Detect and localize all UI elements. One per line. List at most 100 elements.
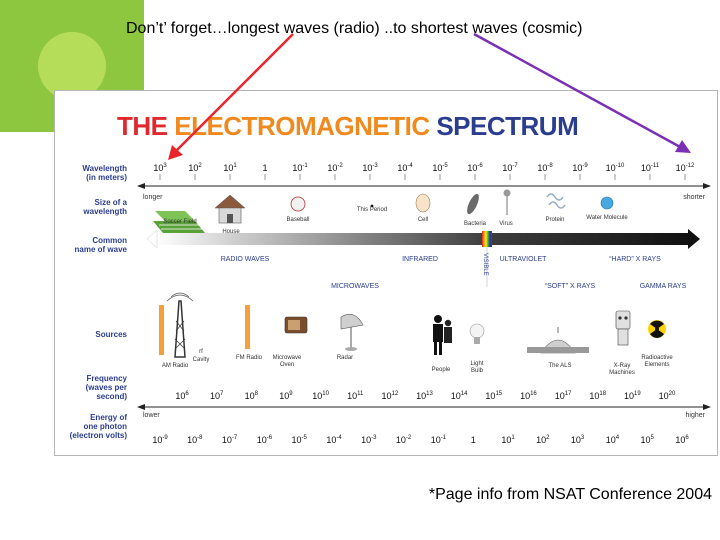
spectrum-panel: THE ELECTROMAGNETIC SPECTRUM Wavelength(… xyxy=(54,90,718,456)
source-label-5: Light Bulb xyxy=(470,361,483,374)
energy-tick-2: 10-7 xyxy=(222,435,238,445)
source-label-1: FM Radio xyxy=(236,355,263,361)
wavelength-tick-0: 103 xyxy=(153,163,167,173)
wavelength-tick-4: 10-1 xyxy=(292,163,308,173)
row-label-energy: Energy of one photon (electron volts) xyxy=(70,413,128,440)
frequency-tick-12: 1018 xyxy=(589,391,606,401)
source-labels: AM Radio FM Radio Microwave Oven Radar People… xyxy=(162,349,674,376)
wavelength-tick-3: 1 xyxy=(262,163,267,173)
energy-tick-3: 10-6 xyxy=(257,435,273,445)
wave-label-soft_xrays: “SOFT” X RAYS xyxy=(545,283,596,290)
energy-tick-6: 10-3 xyxy=(361,435,377,445)
source-fragment-0: rf xyxy=(199,349,203,355)
wavelength-tick-1: 102 xyxy=(188,163,202,173)
wave-band-right-arrowhead xyxy=(688,229,700,249)
energy-tick-4: 10-5 xyxy=(292,435,308,445)
wavelength-tick-12: 10-9 xyxy=(572,163,588,173)
wavelength-tick-7: 10-4 xyxy=(397,163,413,173)
size-label-7: Protein xyxy=(545,217,564,223)
wavelength-tick-2: 101 xyxy=(223,163,237,173)
wave-label-visible: VISIBLE xyxy=(482,253,488,276)
source-label-4: People xyxy=(432,367,451,373)
frequency-ticks: 106 107 108 109 1010 1011 1012 1013 1014 1015 1016… xyxy=(175,391,676,401)
frequency-tick-8: 1014 xyxy=(451,391,468,401)
wave-label-infrared: INFRARED xyxy=(402,256,438,263)
source-label-0: AM Radio xyxy=(162,363,189,369)
size-label-6: Virus xyxy=(499,221,513,227)
wavelength-tick-8: 10-5 xyxy=(432,163,448,173)
cell-icon xyxy=(415,193,431,213)
wavelength-tick-11: 10-8 xyxy=(537,163,553,173)
frequency-tick-4: 1010 xyxy=(312,391,329,401)
wave-band-left-arrowhead xyxy=(146,229,158,249)
source-label-8: Radioactive Elements xyxy=(641,355,673,368)
als-building-icon xyxy=(527,327,589,354)
longer-label: longer xyxy=(143,194,163,201)
energy-tick-5: 10-4 xyxy=(326,435,342,445)
frequency-tick-14: 1020 xyxy=(659,391,676,401)
virus-icon xyxy=(503,189,511,215)
row-label-sources: Sources xyxy=(95,330,127,339)
energy-tick-14: 105 xyxy=(641,435,655,445)
frequency-tick-5: 1011 xyxy=(347,391,364,401)
lower-arrowhead xyxy=(137,404,145,410)
row-label-common-name: Common name of wave xyxy=(75,236,128,254)
wavelength-tick-14: 10-11 xyxy=(641,163,660,173)
wavelength-tick-13: 10-10 xyxy=(606,163,625,173)
frequency-tick-7: 1013 xyxy=(416,391,433,401)
wave-label-gamma: GAMMA RAYS xyxy=(640,283,687,290)
wave-label-hard_xrays: “HARD” X RAYS xyxy=(609,256,661,263)
energy-tick-10: 101 xyxy=(501,435,515,445)
frequency-tick-11: 1017 xyxy=(555,391,572,401)
wave-band xyxy=(155,233,690,245)
source-fragment-1: Cavity xyxy=(193,357,210,363)
energy-tick-7: 10-2 xyxy=(396,435,412,445)
longer-arrowhead xyxy=(137,183,145,189)
frequency-tick-6: 1012 xyxy=(382,391,399,401)
light-bulb-icon xyxy=(469,323,485,344)
baseball-icon xyxy=(290,196,306,212)
wave-label-microwaves: MICROWAVES xyxy=(331,283,379,290)
energy-tick-1: 10-8 xyxy=(187,435,203,445)
wave-name-labels: RADIO WAVES MICROWAVES INFRARED ULTRAVIOLET… xyxy=(221,253,687,290)
wavelength-ticks: 103 102 101 1 10-1 10-2 10-3 10-4 10-5 10-6 10-7 10… xyxy=(153,163,695,180)
wave-label-ultraviolet: ULTRAVIOLET xyxy=(500,256,548,263)
xray-machine-icon xyxy=(615,310,631,346)
wavelength-tick-10: 10-7 xyxy=(502,163,518,173)
protein-icon xyxy=(546,193,566,209)
wave-label-radio: RADIO WAVES xyxy=(221,256,270,263)
wavelength-tick-15: 10-12 xyxy=(676,163,695,173)
energy-ticks: 10-9 10-8 10-7 10-6 10-5 10-4 10-3 10-2 10-1 1 101… xyxy=(152,435,689,445)
visible-band xyxy=(482,231,492,247)
size-object-labels: Soccer Field House Baseball This Period Cell… xyxy=(163,207,628,235)
energy-tick-11: 102 xyxy=(536,435,550,445)
row-label-size: Size of a wavelength xyxy=(82,198,127,216)
row-label-frequency: Frequency (waves per second) xyxy=(86,374,128,401)
spectrum-title: THE ELECTROMAGNETIC SPECTRUM xyxy=(117,111,578,141)
decorative-green-circle xyxy=(38,32,106,100)
size-label-4: Cell xyxy=(418,217,428,223)
frequency-tick-3: 109 xyxy=(279,391,293,401)
source-label-6: The ALS xyxy=(548,363,571,369)
am-radio-tower-icon xyxy=(166,292,194,358)
source-label-3: Radar xyxy=(337,355,353,361)
size-label-8: Water Molecule xyxy=(586,215,628,221)
wavelength-tick-6: 10-3 xyxy=(362,163,378,173)
size-label-5: Bacteria xyxy=(464,221,487,227)
higher-label: higher xyxy=(686,412,706,419)
wavelength-tick-9: 10-6 xyxy=(467,163,483,173)
slide-title: Don’t’ forget…longest waves (radio) ..to… xyxy=(126,20,583,37)
lower-label: lower xyxy=(143,412,160,419)
period-icon xyxy=(370,204,374,208)
shorter-arrowhead xyxy=(703,183,711,189)
energy-tick-0: 10-9 xyxy=(152,435,168,445)
people-icon xyxy=(433,315,452,355)
house-icon xyxy=(214,194,246,224)
energy-tick-8: 10-1 xyxy=(431,435,447,445)
energy-tick-9: 1 xyxy=(471,435,476,445)
frequency-tick-2: 108 xyxy=(245,391,259,401)
soccer-field-icon xyxy=(153,211,205,233)
shorter-label: shorter xyxy=(683,194,705,201)
radar-dish-icon xyxy=(340,314,364,351)
source-label-7: X-Ray Machines xyxy=(609,363,635,376)
